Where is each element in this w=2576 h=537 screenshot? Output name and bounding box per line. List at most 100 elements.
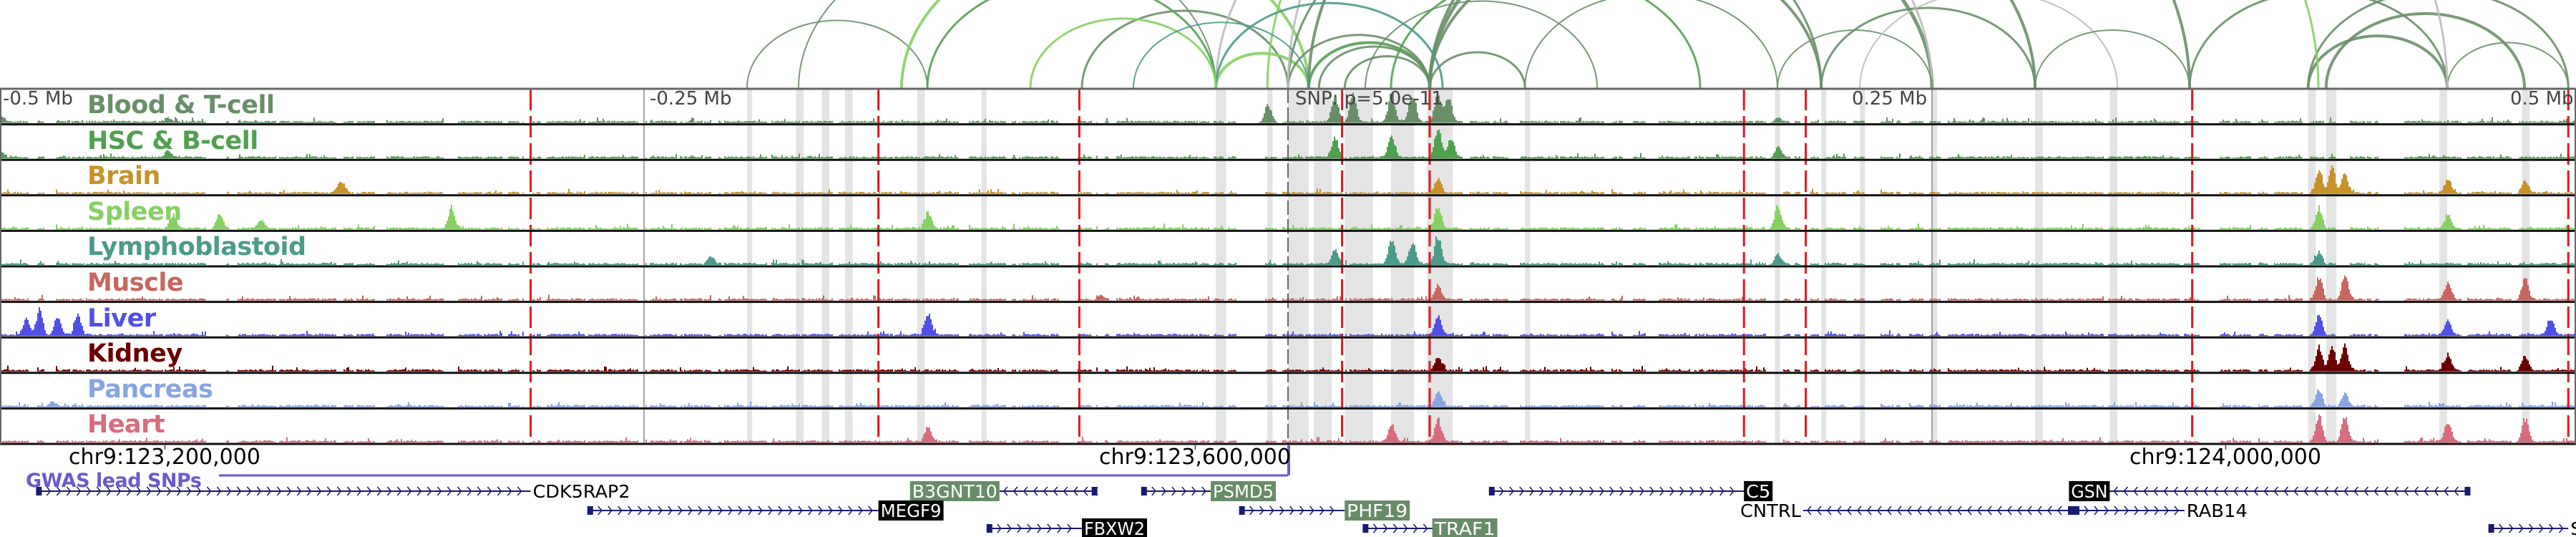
strand-left-arrow-icon [176, 486, 182, 496]
offset-label: -0.5 Mb [3, 88, 73, 110]
gene-label: GSN [2071, 481, 2107, 502]
gene-label-box [1211, 481, 1276, 501]
interaction-arc [2306, 34, 2449, 89]
gene-exon [1488, 487, 1495, 495]
strand-left-arrow-icon [778, 505, 783, 516]
strand-left-arrow-icon [1201, 486, 1206, 496]
strand-left-arrow-icon [668, 505, 673, 516]
strand-left-arrow-icon [708, 505, 713, 516]
strand-left-arrow-icon [1181, 486, 1186, 496]
strand-left-arrow-icon [2114, 505, 2119, 516]
strand-right-arrow-icon [1967, 505, 1972, 516]
strand-left-arrow-icon [1402, 523, 1408, 533]
strand-left-arrow-icon [698, 505, 703, 516]
strand-right-arrow-icon [2444, 486, 2449, 496]
strand-left-arrow-icon [1289, 505, 1294, 516]
gene-phf19: PHF19 [1239, 500, 1410, 521]
strand-right-arrow-icon [1887, 505, 1892, 516]
gene-fbxw2: FBXW2 [986, 518, 1147, 537]
strand-left-arrow-icon [497, 486, 502, 496]
interaction-arc [1524, 0, 1778, 89]
strand-left-arrow-icon [196, 486, 202, 496]
strand-left-arrow-icon [788, 505, 793, 516]
strand-right-arrow-icon [1083, 486, 1088, 496]
strand-right-arrow-icon [2333, 486, 2338, 496]
gene-cntrl: CNTRL [1740, 500, 2074, 521]
gene-label: B3GNT10 [912, 481, 997, 502]
signal-heart [0, 414, 2576, 442]
coordinate-label: chr9:124,000,000 [2129, 445, 2321, 470]
strand-right-arrow-icon [1827, 505, 1832, 516]
strand-left-arrow-icon [818, 505, 823, 516]
strand-left-arrow-icon [1161, 486, 1166, 496]
strand-right-arrow-icon [1997, 505, 2002, 516]
strand-right-arrow-icon [2263, 486, 2268, 496]
gene-label: RAB14 [2187, 500, 2248, 521]
interaction-arc [1390, 0, 1702, 89]
gene-label: MEGF9 [881, 500, 942, 521]
strand-right-arrow-icon [1817, 505, 1822, 516]
strand-left-arrow-icon [66, 486, 72, 496]
strand-left-arrow-icon [1027, 523, 1032, 533]
interaction-arc [2446, 42, 2570, 89]
gene-gsn: GSN [2069, 481, 2471, 502]
track-label: HSC & B-cell [87, 126, 258, 155]
strand-right-arrow-icon [1947, 505, 1952, 516]
signal-tracks [0, 92, 2576, 442]
strand-left-arrow-icon [1639, 486, 1644, 496]
strand-left-arrow-icon [1669, 486, 1674, 496]
gene-label-box [2069, 481, 2110, 501]
gene-psmd5: PSMD5 [1141, 481, 1276, 502]
strand-right-arrow-icon [1013, 486, 1018, 496]
gene-exon [1239, 506, 1245, 515]
strand-right-arrow-icon [2203, 486, 2208, 496]
signal-lymphoblastoid [0, 236, 2576, 265]
strand-left-arrow-icon [1619, 486, 1624, 496]
strand-left-arrow-icon [356, 486, 362, 496]
strand-left-arrow-icon [858, 505, 863, 516]
strand-left-arrow-icon [296, 486, 302, 496]
gene-label: PHF19 [1347, 500, 1407, 521]
gwas-track [219, 445, 1290, 477]
interaction-arc [798, 0, 1217, 89]
strand-right-arrow-icon [1867, 505, 1872, 516]
track-label: Pancreas [87, 374, 213, 404]
gene-track: CDK5RAP2 B3GNT10 PSMD5 MEGF9 PHF19 CNTRL RAB14… [36, 481, 2576, 537]
strand-left-arrow-icon [1330, 505, 1335, 516]
strand-right-arrow-icon [2243, 486, 2248, 496]
strand-right-arrow-icon [2353, 486, 2358, 496]
gene-label: FBXW2 [1084, 518, 1145, 537]
strand-left-arrow-icon [216, 486, 222, 496]
track-label: Blood & T-cell [87, 91, 275, 120]
interaction-arc [1133, 21, 1309, 89]
strand-left-arrow-icon [306, 486, 312, 496]
interaction-arc [1428, 51, 1526, 89]
strand-right-arrow-icon [1043, 486, 1048, 496]
gene-traf1: TRAF1 [1362, 518, 1498, 537]
strand-left-arrow-icon [166, 486, 172, 496]
track-frames [0, 87, 2576, 445]
strand-left-arrow-icon [2084, 505, 2089, 516]
strand-left-arrow-icon [808, 505, 813, 516]
strand-left-arrow-icon [1589, 486, 1594, 496]
strand-right-arrow-icon [1987, 505, 1992, 516]
strand-left-arrow-icon [1599, 486, 1604, 496]
gene-label-box [1082, 518, 1147, 537]
track-label: Kidney [87, 339, 182, 369]
strand-right-arrow-icon [2027, 505, 2032, 516]
strand-left-arrow-icon [628, 505, 633, 516]
strand-left-arrow-icon [608, 505, 613, 516]
strand-right-arrow-icon [2434, 486, 2439, 496]
gene-label-box [878, 500, 944, 521]
strand-left-arrow-icon [1067, 523, 1072, 533]
strand-left-arrow-icon [868, 505, 873, 516]
gene-cdk5rap2: CDK5RAP2 [36, 481, 630, 502]
strand-right-arrow-icon [1897, 505, 1902, 516]
gene-exon [36, 487, 42, 495]
strand-right-arrow-icon [1837, 505, 1842, 516]
strand-left-arrow-icon [386, 486, 392, 496]
strand-left-arrow-icon [638, 505, 643, 516]
strand-left-arrow-icon [426, 486, 432, 496]
strand-left-arrow-icon [467, 486, 472, 496]
gene-label: PSMD5 [1213, 481, 1274, 502]
